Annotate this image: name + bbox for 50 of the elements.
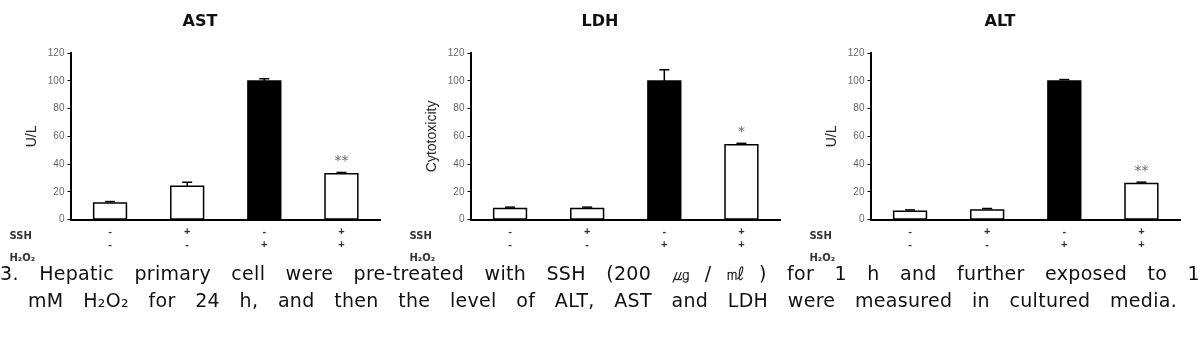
y-tick-label: 80 bbox=[853, 102, 865, 114]
annotation: ** bbox=[334, 152, 349, 169]
y-tick-label: 100 bbox=[847, 74, 865, 86]
text: SSH bbox=[809, 229, 832, 241]
x-tick-label: - + bbox=[661, 225, 668, 251]
x-tick-label: + - bbox=[983, 225, 991, 251]
text: H₂O₂ bbox=[9, 251, 36, 263]
y-tick-label: 20 bbox=[453, 185, 465, 197]
y-tick-label: 120 bbox=[47, 46, 65, 58]
text: H₂O₂ bbox=[409, 251, 436, 263]
y-tick-label: 0 bbox=[858, 213, 865, 225]
y-tick-label: 20 bbox=[53, 185, 65, 197]
annotation: ** bbox=[1134, 161, 1149, 178]
x-tick-label: - + bbox=[261, 225, 268, 251]
y-tick-label: 40 bbox=[53, 157, 65, 169]
y-tick-label: 80 bbox=[53, 102, 65, 114]
x-tick-label: + + bbox=[338, 225, 345, 251]
text: H₂O₂ bbox=[809, 251, 836, 263]
y-tick-label: 60 bbox=[453, 130, 465, 142]
x-tick-label: + - bbox=[583, 225, 591, 251]
x-tick-label: - - bbox=[108, 225, 113, 251]
x-tick-label: + - bbox=[183, 225, 191, 251]
x-tick-label: + + bbox=[738, 225, 745, 251]
y-tick-label: 20 bbox=[853, 185, 865, 197]
text: mM H₂O₂ for 24 h, and then the level of ALT, AST and LDH were measured in cultured media. bbox=[27, 288, 1177, 313]
x-tick-label: - + bbox=[1061, 225, 1068, 251]
text: SSH bbox=[9, 229, 32, 241]
y-axis-title: U/L bbox=[23, 125, 40, 148]
y-tick-label: 120 bbox=[447, 46, 465, 58]
text: SSH bbox=[409, 229, 432, 241]
x-tick-label: - - bbox=[908, 225, 913, 251]
y-tick-label: 40 bbox=[453, 157, 465, 169]
y-tick-label: 0 bbox=[58, 213, 65, 225]
y-tick-label: 100 bbox=[47, 74, 65, 86]
chart-title: ALT bbox=[984, 10, 1016, 30]
x-tick-label: - - bbox=[508, 225, 513, 251]
chart-title: LDH bbox=[581, 10, 619, 30]
chart-title: AST bbox=[182, 10, 218, 30]
y-tick-label: 120 bbox=[847, 46, 865, 58]
y-tick-label: 0 bbox=[458, 213, 465, 225]
y-tick-label: 60 bbox=[853, 130, 865, 142]
y-tick-label: 100 bbox=[447, 74, 465, 86]
annotation: * bbox=[737, 122, 745, 139]
y-tick-label: 80 bbox=[453, 102, 465, 114]
text: 3. Hepatic primary cell were pre-treated with SSH (200 ㎍/㎖) for 1 h and further exposed to 1 bbox=[0, 261, 1200, 286]
y-tick-label: 40 bbox=[853, 157, 865, 169]
y-tick-label: 60 bbox=[53, 130, 65, 142]
y-axis-title: U/L bbox=[823, 125, 840, 148]
x-tick-label: + + bbox=[1138, 225, 1145, 251]
y-axis-title: Cytotoxicity bbox=[423, 100, 440, 173]
